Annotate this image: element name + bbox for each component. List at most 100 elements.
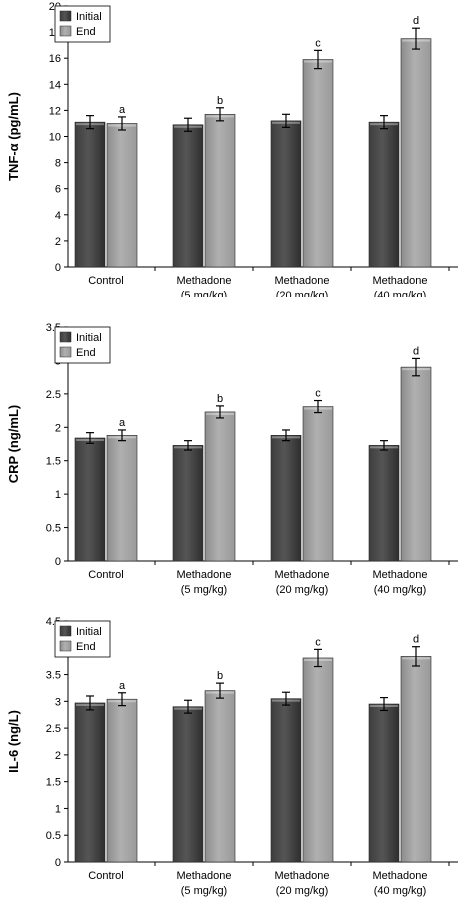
il6-chart: 00.511.522.533.544.5IL-6 (ng/L)aControlb… <box>6 616 458 897</box>
y-tick-label: 14 <box>49 79 61 91</box>
error-bar <box>118 429 126 442</box>
legend-label: Initial <box>76 626 102 638</box>
y-tick-label: 16 <box>49 53 61 65</box>
bar-end <box>302 59 334 268</box>
significance-label: b <box>217 670 223 682</box>
bar-initial <box>74 121 106 268</box>
x-tick-label: Methadone <box>372 275 427 287</box>
bar-initial <box>74 437 106 562</box>
y-tick-label: 2 <box>55 236 61 248</box>
bar-initial <box>74 702 106 863</box>
x-tick-label: (40 mg/kg) <box>374 885 427 897</box>
y-tick-label: 0 <box>55 556 61 568</box>
legend: Initial End <box>54 5 111 43</box>
bar-initial <box>172 124 204 268</box>
y-axis-label: TNF-α (pg/mL) <box>6 92 21 181</box>
bar-end <box>106 435 138 562</box>
bar-initial <box>368 703 400 863</box>
error-bar <box>412 357 420 377</box>
significance-label: a <box>119 680 126 692</box>
x-tick-label: (20 mg/kg) <box>276 885 329 897</box>
error-bar <box>282 429 290 442</box>
error-bar <box>184 117 192 132</box>
bar-end <box>204 114 236 268</box>
legend-label: End <box>76 641 96 653</box>
bar-initial <box>368 121 400 268</box>
y-tick-label: 2 <box>55 750 61 762</box>
y-axis-label: CRP (ng/mL) <box>6 405 21 483</box>
bar-end <box>400 38 432 268</box>
y-tick-label: 0.5 <box>46 830 61 842</box>
y-tick-label: 6 <box>55 184 61 196</box>
error-bar <box>282 113 290 128</box>
legend-label: Initial <box>76 11 102 23</box>
error-bar <box>380 440 388 451</box>
error-bar <box>86 432 94 444</box>
error-bar <box>412 646 420 667</box>
bar-initial <box>172 445 204 562</box>
error-bar <box>216 405 224 419</box>
bar-end <box>302 406 334 562</box>
y-tick-label: 1 <box>55 489 61 501</box>
legend-swatch-end <box>59 25 72 37</box>
error-bar <box>314 49 322 70</box>
significance-label: d <box>413 345 419 357</box>
x-tick-label: (20 mg/kg) <box>276 584 329 596</box>
x-tick-label: Methadone <box>176 275 231 287</box>
x-tick-label: Methadone <box>372 569 427 581</box>
significance-label: c <box>315 636 321 648</box>
error-bar <box>216 682 224 699</box>
y-tick-label: 8 <box>55 158 61 170</box>
bar-initial <box>368 445 400 562</box>
y-tick-label: 1.5 <box>46 777 61 789</box>
significance-label: b <box>217 393 223 405</box>
x-tick-label: Methadone <box>372 870 427 882</box>
legend-swatch-initial <box>59 625 72 637</box>
bar-initial <box>270 435 302 562</box>
legend-label: End <box>76 26 96 38</box>
significance-label: b <box>217 95 223 107</box>
bar-initial <box>172 706 204 863</box>
significance-label: c <box>315 388 321 400</box>
legend-swatch-end <box>59 346 72 358</box>
x-tick-label: (20 mg/kg) <box>276 290 329 297</box>
legend-swatch-initial <box>59 10 72 22</box>
significance-label: a <box>119 104 126 116</box>
x-tick-label: Methadone <box>176 569 231 581</box>
y-tick-label: 1.5 <box>46 456 61 468</box>
legend-swatch-end <box>59 640 72 652</box>
x-tick-label: (5 mg/kg) <box>181 885 227 897</box>
y-tick-label: 4 <box>55 210 61 222</box>
y-tick-label: 2.5 <box>46 389 61 401</box>
y-axis-label: IL-6 (ng/L) <box>6 710 21 773</box>
error-bar <box>86 115 94 130</box>
y-tick-label: 0 <box>55 857 61 869</box>
error-bar <box>184 699 192 714</box>
bar-end <box>204 690 236 863</box>
y-tick-label: 3.5 <box>46 670 61 682</box>
y-tick-label: 12 <box>49 105 61 117</box>
error-bar <box>86 695 94 711</box>
error-bar <box>118 116 126 131</box>
y-tick-label: 2 <box>55 422 61 434</box>
y-tick-label: 3 <box>55 696 61 708</box>
legend-swatch-initial <box>59 331 72 343</box>
x-tick-label: Methadone <box>274 275 329 287</box>
error-bar <box>380 696 388 712</box>
legend: Initial End <box>54 620 111 658</box>
bar-end <box>204 411 236 562</box>
x-tick-label: Control <box>88 275 123 287</box>
error-bar <box>184 440 192 451</box>
error-bar <box>412 27 420 50</box>
x-tick-label: Methadone <box>274 870 329 882</box>
x-tick-label: (5 mg/kg) <box>181 584 227 596</box>
error-bar <box>314 399 322 414</box>
legend-label: End <box>76 347 96 359</box>
error-bar <box>282 691 290 706</box>
significance-label: d <box>413 634 419 646</box>
x-tick-label: Control <box>88 870 123 882</box>
error-bar <box>216 107 224 122</box>
significance-label: a <box>119 417 126 429</box>
